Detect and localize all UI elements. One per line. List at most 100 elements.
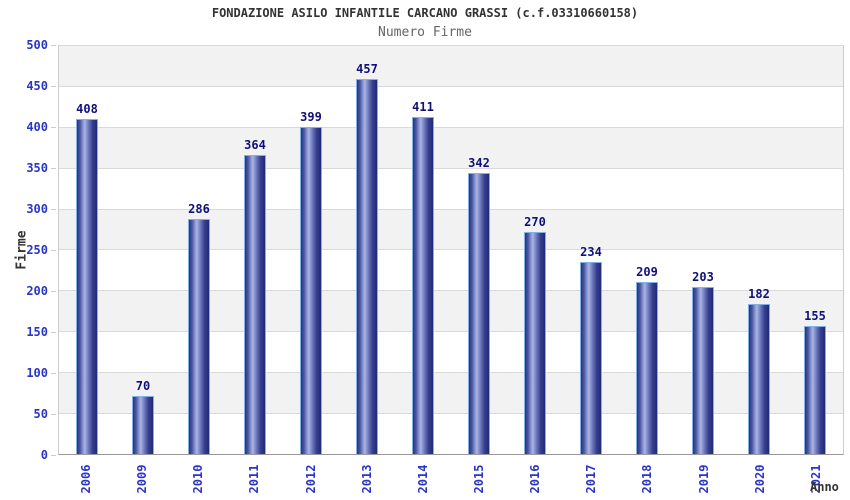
- y-tick-mark: [51, 168, 56, 169]
- y-tick-label: 50: [33, 407, 48, 421]
- bar-slot: 70: [115, 45, 171, 454]
- grid-band: [59, 45, 843, 86]
- bar-slot: 457: [339, 45, 395, 454]
- x-tick-label: 2017: [584, 464, 599, 494]
- bar: [132, 395, 154, 454]
- bar-value-label: 286: [188, 202, 210, 217]
- bar-value-label: 70: [135, 378, 151, 393]
- bar-slot: 399: [283, 45, 339, 454]
- bar-value-label: 342: [468, 156, 490, 171]
- grid-band: [59, 126, 843, 168]
- grid-band: [59, 85, 843, 127]
- x-tick-label: 2020: [752, 464, 767, 494]
- y-tick-mark: [51, 373, 56, 374]
- chart-subtitle: Numero Firme: [378, 25, 472, 40]
- bar-slot: 270: [507, 45, 563, 454]
- y-tick-label: 500: [26, 38, 48, 52]
- y-tick-mark: [51, 291, 56, 292]
- x-label-slot: 2016: [507, 457, 563, 499]
- bar-slot: 234: [563, 45, 619, 454]
- bar-slot: 203: [675, 45, 731, 454]
- y-tick-mark: [51, 86, 56, 87]
- bar: [300, 126, 322, 454]
- x-tick-label: 2006: [79, 464, 94, 494]
- bar: [692, 286, 714, 454]
- y-tick-mark: [51, 209, 56, 210]
- y-tick-label: 150: [26, 325, 48, 339]
- x-tick-label: 2014: [415, 464, 430, 494]
- y-tick-label: 450: [26, 79, 48, 93]
- x-tick-label: 2011: [247, 464, 262, 494]
- chart-title: FONDAZIONE ASILO INFANTILE CARCANO GRASS…: [211, 6, 639, 20]
- bar-slot: 155: [787, 45, 843, 454]
- x-label-slot: 2006: [58, 457, 114, 499]
- bar: [76, 119, 98, 454]
- x-label-slot: 2014: [395, 457, 451, 499]
- x-tick-label: 2015: [472, 464, 487, 494]
- x-label-slot: 2010: [170, 457, 226, 499]
- grid-band: [59, 413, 843, 454]
- bar: [636, 282, 658, 454]
- plot-area: 408 70 286 364 399 457 411 342 270 234 209 203 182 15…: [58, 45, 844, 455]
- bar-value-label: 203: [692, 269, 714, 284]
- bar-value-label: 155: [804, 309, 826, 324]
- y-tick-label: 250: [26, 243, 48, 257]
- grid-band: [59, 331, 843, 372]
- x-label-slot: 2018: [619, 457, 675, 499]
- x-axis-title: Anno: [810, 480, 839, 494]
- x-axis-labels: 2006 2009 2010 2011 2012 2013 2014 2015 2016 2017…: [58, 457, 844, 499]
- bar: [188, 219, 210, 454]
- bar: [412, 116, 434, 454]
- bar-value-label: 234: [580, 244, 602, 259]
- grid-band: [59, 249, 843, 290]
- y-tick-mark: [51, 414, 56, 415]
- y-tick-label: 200: [26, 284, 48, 298]
- bar-slot: 342: [451, 45, 507, 454]
- bar-slot: 286: [171, 45, 227, 454]
- x-tick-label: 2019: [696, 464, 711, 494]
- y-tick-label: 400: [26, 120, 48, 134]
- x-tick-label: 2013: [359, 464, 374, 494]
- x-label-slot: 2017: [563, 457, 619, 499]
- x-label-slot: 2019: [676, 457, 732, 499]
- x-tick-label: 2016: [528, 464, 543, 494]
- bar-value-label: 270: [524, 215, 546, 230]
- bar-value-label: 411: [412, 99, 434, 114]
- y-tick-mark: [51, 250, 56, 251]
- bar-value-label: 457: [356, 62, 378, 77]
- y-tick-mark: [51, 45, 56, 46]
- bar-slot: 209: [619, 45, 675, 454]
- bar-value-label: 364: [244, 138, 266, 153]
- x-label-slot: 2015: [451, 457, 507, 499]
- x-tick-label: 2009: [135, 464, 150, 494]
- x-tick-label: 2018: [640, 464, 655, 494]
- bar-slots: 408 70 286 364 399 457 411 342 270 234 209 203 182 15…: [59, 45, 843, 454]
- y-tick-label: 0: [40, 448, 48, 462]
- y-tick-mark: [51, 455, 56, 456]
- x-tick-label: 2012: [303, 464, 318, 494]
- bar-slot: 182: [731, 45, 787, 454]
- y-tick-mark: [51, 127, 56, 128]
- x-label-slot: 2011: [226, 457, 282, 499]
- bar: [524, 232, 546, 454]
- y-tick-label: 100: [26, 366, 48, 380]
- bar: [356, 79, 378, 454]
- bar: [804, 326, 826, 454]
- x-label-slot: 2020: [732, 457, 788, 499]
- bar-value-label: 209: [636, 265, 658, 280]
- y-axis-ticks: 0 50 100 150 200 250 300 350 400 450 500: [0, 38, 56, 462]
- bar-slot: 364: [227, 45, 283, 454]
- bar: [748, 304, 770, 454]
- bar: [468, 173, 490, 454]
- bar-slot: 411: [395, 45, 451, 454]
- bar-value-label: 408: [76, 102, 98, 117]
- x-tick-label: 2010: [191, 464, 206, 494]
- x-label-slot: 2009: [114, 457, 170, 499]
- y-tick-label: 350: [26, 161, 48, 175]
- bar: [244, 155, 266, 454]
- x-label-slot: 2012: [283, 457, 339, 499]
- bar-value-label: 399: [300, 109, 322, 124]
- x-label-slot: 2013: [339, 457, 395, 499]
- bar-slot: 408: [59, 45, 115, 454]
